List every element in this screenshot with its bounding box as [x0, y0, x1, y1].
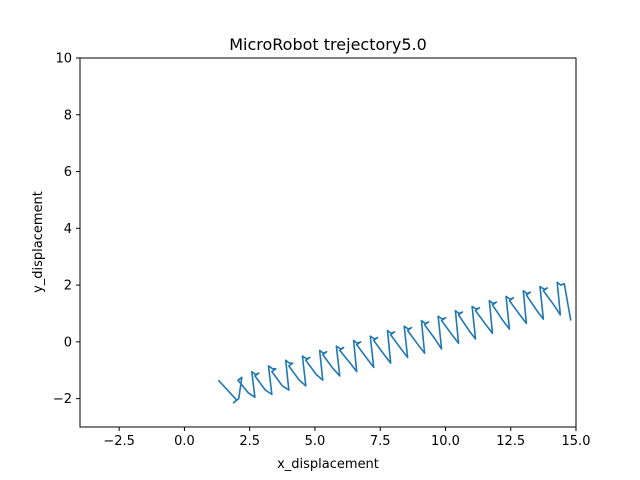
x-tick-label: 15.0	[562, 434, 591, 449]
x-tick-label: 10.0	[431, 434, 460, 449]
chart-title: MicroRobot trejectory5.0	[229, 35, 427, 54]
y-tick-label: 8	[64, 108, 72, 123]
trajectory-line-series-0	[217, 281, 572, 404]
axes-frame	[79, 57, 577, 428]
y-tick-label: 10	[55, 52, 72, 67]
x-tick-label: 5.0	[305, 434, 326, 449]
y-tick-label: 6	[64, 165, 72, 180]
y-tick-label: 0	[64, 335, 72, 350]
x-tick-label: 0.0	[174, 434, 195, 449]
x-tick-label: 2.5	[239, 434, 260, 449]
y-tick-label: 2	[64, 279, 72, 294]
x-tick-label: 7.5	[370, 434, 391, 449]
y-tick-label: 4	[64, 222, 72, 237]
y-tick-label: −2	[53, 392, 72, 407]
x-axis-ticks: −2.5 0.0 2.5 5.0 7.5 10.0 12.5 15.0	[103, 427, 590, 449]
x-tick-label: −2.5	[103, 434, 135, 449]
x-tick-label: 12.5	[496, 434, 525, 449]
y-axis-ticks: −2 0 2 4 6 8 10	[53, 52, 80, 407]
plot-area	[217, 281, 572, 404]
x-axis-label: x_displacement	[277, 457, 379, 472]
y-axis-label: y_displacement	[31, 191, 46, 293]
